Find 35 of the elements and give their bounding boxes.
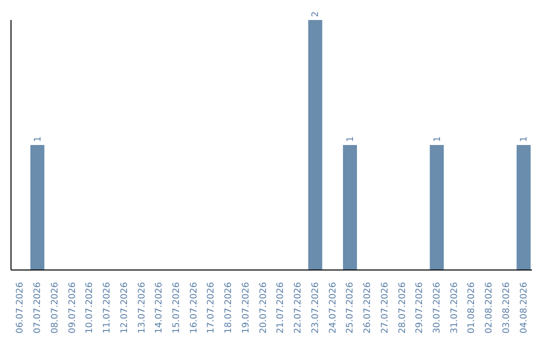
x-tick-label: 17.07.2026 [206,282,217,334]
x-tick-label: 03.08.2026 [502,282,512,334]
x-tick-label: 21.07.2026 [276,282,286,334]
x-tick-label: 29.07.2026 [415,282,426,334]
x-tick-label: 04.08.2026 [519,282,530,334]
data-label: 1 [432,136,443,142]
x-tick-label: 23.07.2026 [310,282,321,334]
x-tick-label: 30.07.2026 [432,282,442,334]
x-tick-label: 07.07.2026 [33,282,44,334]
x-tick-label: 01.08.2026 [467,282,478,334]
x-tick-label: 28.07.2026 [398,282,408,334]
x-tick-label: 16.07.2026 [189,282,200,334]
x-tick-label: 10.07.2026 [85,282,96,334]
x-tick-label: 13.07.2026 [137,282,148,334]
data-label: 1 [346,136,356,142]
x-tick-label: 25.07.2026 [346,282,356,334]
x-tick-label: 22.07.2026 [294,282,304,334]
data-label: 2 [311,11,322,17]
x-tick-label: 14.07.2026 [154,282,165,334]
x-tick-label: 12.07.2026 [120,282,130,334]
x-tick-label: 15.07.2026 [172,282,182,334]
x-tick-label: 11.07.2026 [102,282,113,334]
x-tick-label: 20.07.2026 [258,282,269,334]
x-tick-label: 19.07.2026 [241,282,252,334]
x-tick-label: 02.08.2026 [484,282,495,334]
data-label: 1 [33,136,44,142]
data-label: 1 [520,136,530,142]
x-tick-label: 31.07.2026 [450,282,460,334]
x-tick-label: 26.07.2026 [363,282,374,334]
x-tick-label: 06.07.2026 [16,282,26,334]
x-tick-label: 18.07.2026 [224,282,234,334]
x-tick-label: 09.07.2026 [68,282,78,334]
x-tick-label: 08.07.2026 [50,282,60,334]
x-tick-label: 27.07.2026 [380,282,390,334]
x-tick-label: 24.07.2026 [328,282,338,334]
